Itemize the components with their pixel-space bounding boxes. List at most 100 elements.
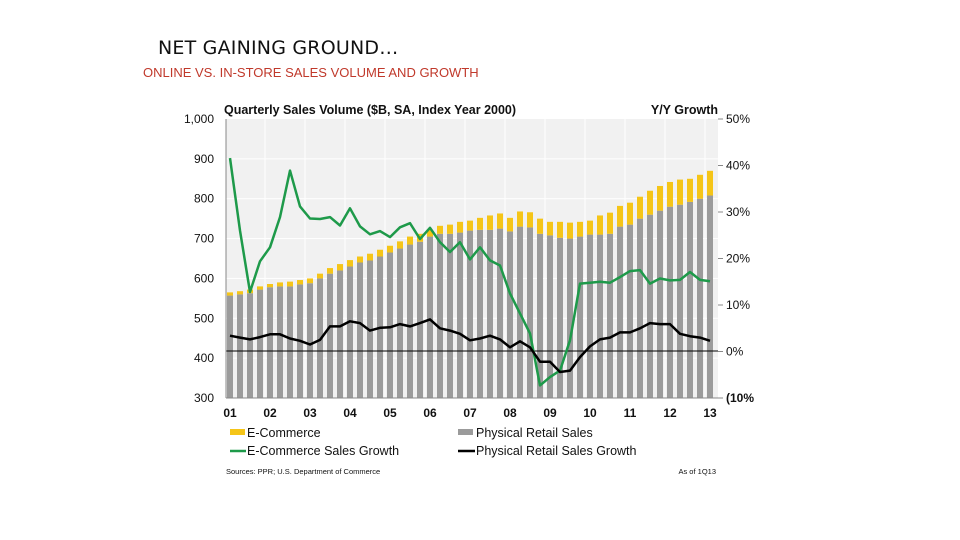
slide-subtitle: ONLINE VS. IN-STORE SALES VOLUME AND GRO… <box>143 65 479 80</box>
right-tick-label: 50% <box>726 112 750 126</box>
bar-physical-retail <box>327 273 333 398</box>
x-tick-label: 01 <box>223 406 237 420</box>
bar-ecommerce <box>267 284 273 288</box>
bar-ecommerce <box>477 217 483 230</box>
bar-ecommerce <box>237 291 243 295</box>
bar-physical-retail <box>417 241 423 398</box>
bar-physical-retail <box>617 226 623 398</box>
bar-ecommerce <box>367 253 373 261</box>
bar-physical-retail <box>277 286 283 398</box>
bar-ecommerce <box>687 178 693 202</box>
bar-ecommerce <box>297 280 303 285</box>
x-tick-label: 02 <box>263 406 277 420</box>
bar-ecommerce <box>487 215 493 230</box>
legend-swatch-ecommerce <box>230 429 245 435</box>
bar-physical-retail <box>647 214 653 398</box>
bar-physical-retail <box>697 198 703 398</box>
right-tick-label: 40% <box>726 159 750 173</box>
bar-ecommerce <box>427 229 433 237</box>
chart-title: Quarterly Sales Volume ($B, SA, Index Ye… <box>224 103 516 117</box>
legend-label-ecommerce-growth: E-Commerce Sales Growth <box>247 444 399 458</box>
bar-physical-retail <box>677 204 683 398</box>
bar-physical-retail <box>467 230 473 398</box>
bar-ecommerce <box>447 224 453 234</box>
bar-physical-retail <box>707 195 713 398</box>
bar-ecommerce <box>667 181 673 207</box>
bar-ecommerce <box>637 196 643 219</box>
bar-physical-retail <box>307 283 313 398</box>
bar-physical-retail <box>537 233 543 398</box>
bar-ecommerce <box>657 185 663 211</box>
x-tick-label: 03 <box>303 406 317 420</box>
bar-ecommerce <box>527 212 533 228</box>
bar-ecommerce <box>507 217 513 232</box>
bar-ecommerce <box>577 221 583 237</box>
right-tick-label: 0% <box>726 345 744 359</box>
bar-physical-retail <box>627 224 633 398</box>
left-tick-label: 700 <box>194 232 214 246</box>
bar-physical-retail <box>607 233 613 398</box>
bar-ecommerce <box>467 220 473 231</box>
bar-physical-retail <box>357 262 363 398</box>
bar-ecommerce <box>707 170 713 196</box>
bar-ecommerce <box>397 241 403 249</box>
bar-ecommerce <box>227 292 233 296</box>
bar-ecommerce <box>287 281 293 287</box>
right-tick-label: 10% <box>726 298 750 312</box>
bar-physical-retail <box>507 231 513 398</box>
bar-physical-retail <box>667 206 673 398</box>
bar-physical-retail <box>587 234 593 398</box>
x-tick-label: 06 <box>423 406 437 420</box>
bar-ecommerce <box>407 236 413 245</box>
left-tick-label: 600 <box>194 271 214 285</box>
bar-ecommerce <box>337 264 343 271</box>
x-tick-label: 04 <box>343 406 357 420</box>
bar-physical-retail <box>557 237 563 398</box>
bar-physical-retail <box>337 270 343 398</box>
bar-ecommerce <box>557 221 563 238</box>
bar-physical-retail <box>427 236 433 398</box>
x-tick-label: 11 <box>624 406 637 420</box>
source-note: Sources: PPR; U.S. Department of Commerc… <box>226 467 380 476</box>
bar-ecommerce <box>607 212 613 234</box>
x-tick-label: 05 <box>383 406 397 420</box>
bar-physical-retail <box>637 218 643 398</box>
bar-ecommerce <box>457 221 463 233</box>
x-tick-label: 08 <box>503 406 517 420</box>
legend-swatch-physical <box>458 429 473 435</box>
x-tick-label: 09 <box>543 406 557 420</box>
left-tick-label: 500 <box>194 311 214 325</box>
left-tick-label: 300 <box>194 391 214 405</box>
bar-ecommerce <box>567 222 573 239</box>
bar-physical-retail <box>447 233 453 398</box>
bar-physical-retail <box>387 252 393 398</box>
bar-physical-retail <box>247 293 253 398</box>
bar-ecommerce <box>497 213 503 229</box>
bar-ecommerce <box>537 218 543 234</box>
bar-ecommerce <box>597 215 603 235</box>
x-tick-label: 13 <box>703 406 717 420</box>
right-tick-label: (10% <box>726 391 754 405</box>
legend-label-ecommerce: E-Commerce <box>247 426 321 440</box>
bar-physical-retail <box>237 294 243 398</box>
x-tick-label: 12 <box>663 406 677 420</box>
left-tick-label: 400 <box>194 351 214 365</box>
bar-physical-retail <box>227 295 233 398</box>
bar-physical-retail <box>457 232 463 398</box>
bar-ecommerce <box>627 202 633 225</box>
bar-ecommerce <box>677 179 683 205</box>
right-axis-title: Y/Y Growth <box>651 103 718 117</box>
bar-physical-retail <box>597 234 603 398</box>
bar-ecommerce <box>647 190 653 215</box>
bar-physical-retail <box>347 266 353 398</box>
left-tick-label: 1,000 <box>184 112 214 126</box>
bar-ecommerce <box>357 256 363 263</box>
bar-ecommerce <box>697 174 703 199</box>
bar-physical-retail <box>527 227 533 398</box>
bar-physical-retail <box>267 287 273 398</box>
x-tick-label: 07 <box>463 406 477 420</box>
bar-physical-retail <box>487 229 493 398</box>
bar-physical-retail <box>577 236 583 398</box>
bar-physical-retail <box>287 286 293 398</box>
